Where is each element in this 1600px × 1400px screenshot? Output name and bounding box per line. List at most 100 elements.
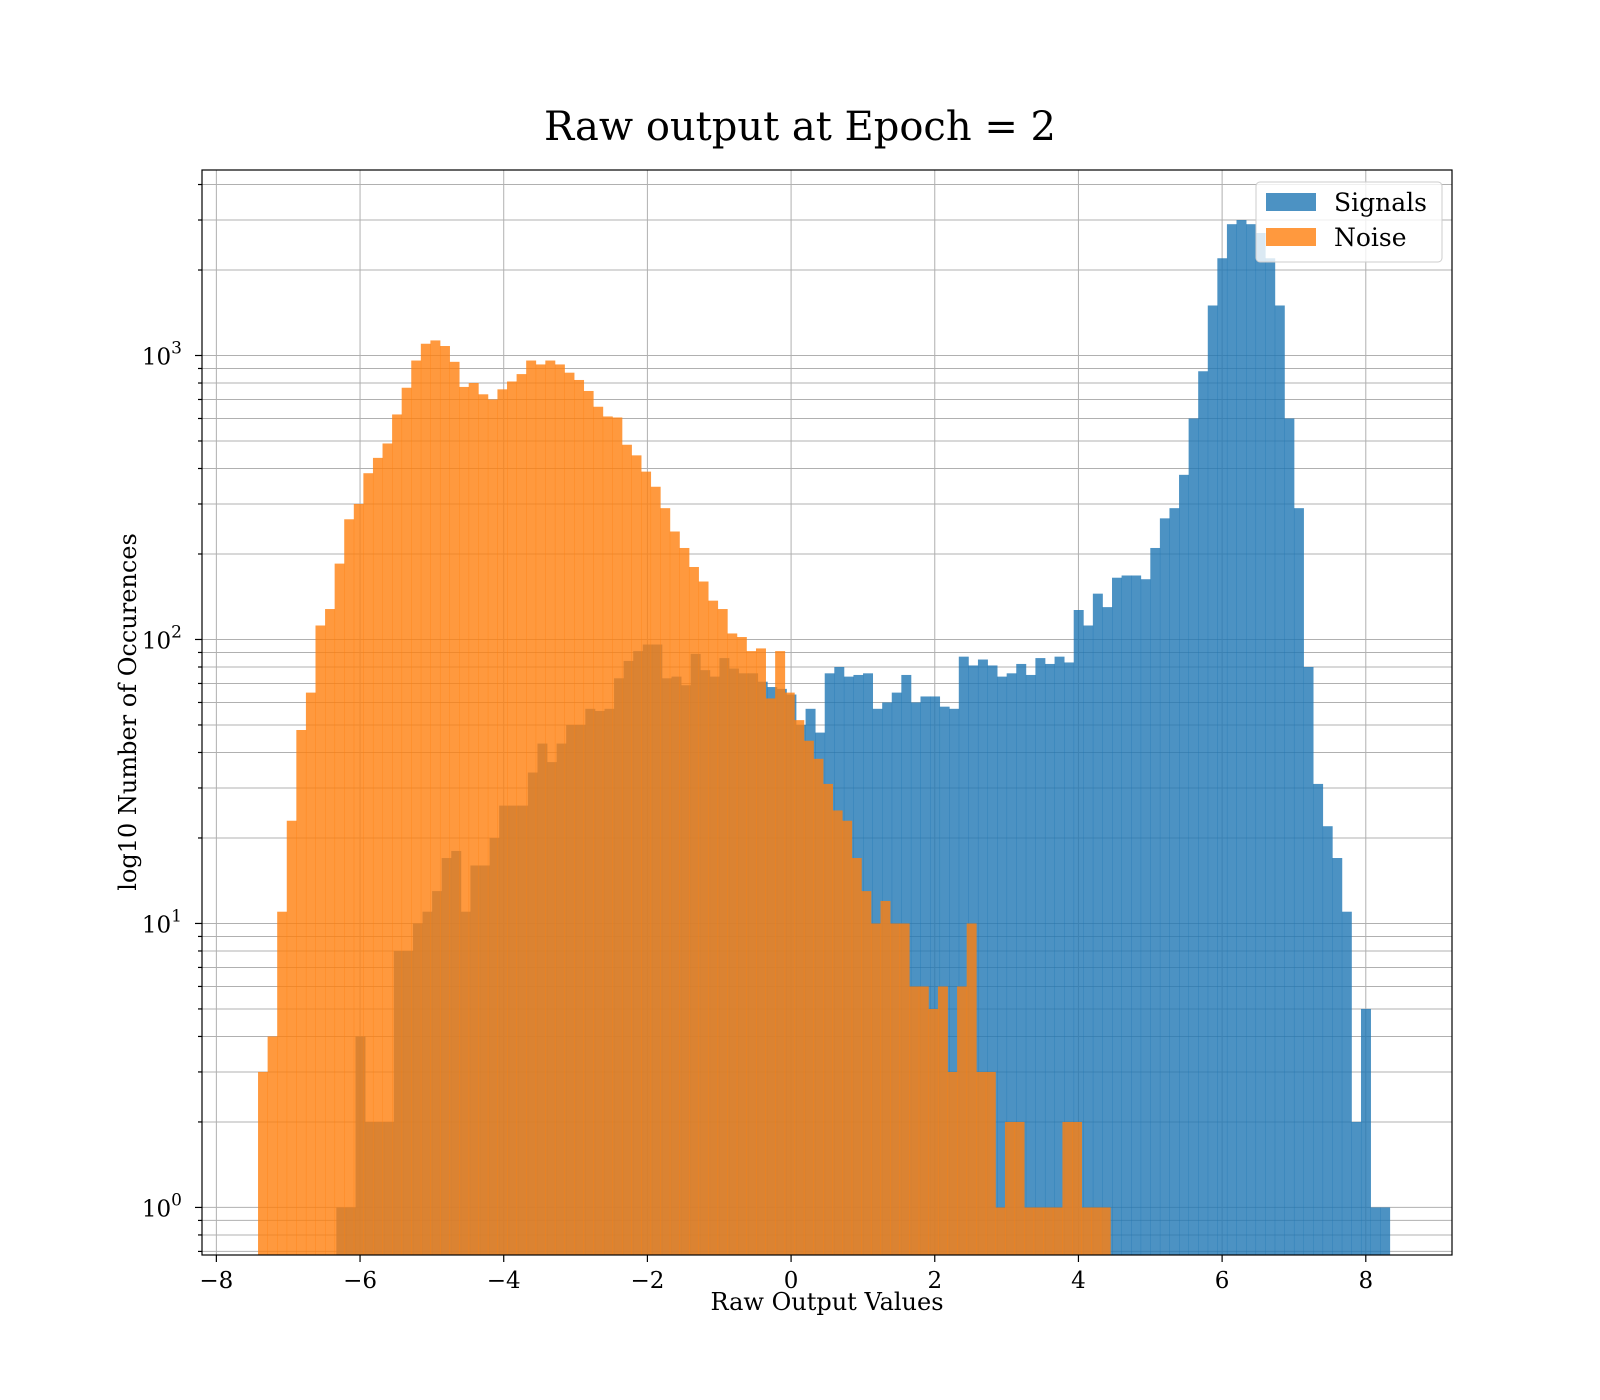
bar-noise [1024, 1207, 1035, 1255]
bar-noise [277, 911, 288, 1255]
bar-signals [997, 676, 1008, 1255]
bar-signals [1044, 663, 1055, 1255]
bar-signals [958, 656, 969, 1255]
bar-signals [1198, 371, 1209, 1255]
bar-signals [1293, 508, 1304, 1255]
bar-noise [813, 758, 824, 1255]
bar-signals [1303, 666, 1314, 1255]
bar-signals [1064, 662, 1075, 1255]
y-tick-label: 103 [142, 338, 182, 370]
bar-signals [1025, 674, 1036, 1255]
bar-noise [688, 566, 699, 1255]
bar-signals [1226, 224, 1237, 1255]
bar-noise [401, 387, 412, 1255]
bar-noise [957, 986, 968, 1255]
bar-noise [928, 1008, 939, 1255]
bar-signals [1332, 858, 1343, 1255]
bar-noise [861, 891, 872, 1255]
bar-noise [842, 820, 853, 1255]
legend-swatch-signals [1266, 193, 1316, 211]
bar-signals [1236, 220, 1247, 1256]
bar-signals [1265, 258, 1276, 1255]
x-tick-label: 0 [784, 1268, 799, 1294]
bar-signals [1274, 305, 1285, 1256]
x-tick-label: 2 [927, 1268, 942, 1294]
bar-noise [1072, 1121, 1082, 1255]
bar-noise [698, 581, 709, 1255]
bar-signals [1188, 418, 1199, 1255]
bar-signals [1351, 1121, 1362, 1255]
x-axis-label: Raw Output Values [710, 1288, 943, 1316]
bar-noise [736, 637, 747, 1255]
bar-signals [1083, 625, 1094, 1255]
bar-noise [765, 698, 776, 1255]
bar-noise [1091, 1207, 1102, 1255]
histogram-bars [258, 220, 1391, 1256]
bar-noise [411, 360, 422, 1255]
bar-noise [669, 531, 680, 1255]
bar-signals [1112, 577, 1122, 1255]
bar-signals [1150, 547, 1161, 1255]
x-tick-label: −6 [343, 1268, 377, 1294]
bar-noise [439, 346, 450, 1255]
bar-noise [612, 417, 623, 1256]
bar-signals [1169, 508, 1180, 1255]
bar-noise [325, 609, 336, 1255]
legend: Signals Noise [1255, 181, 1443, 263]
bar-noise [430, 340, 441, 1255]
bar-signals [949, 708, 960, 1255]
bar-noise [679, 547, 690, 1255]
series-noise-bars [258, 340, 1111, 1256]
bar-noise [1043, 1207, 1054, 1255]
bar-noise [344, 519, 355, 1255]
bar-noise [650, 486, 661, 1255]
x-tick-label: −2 [630, 1268, 664, 1294]
bar-signals [1370, 1207, 1381, 1255]
bar-signals [939, 706, 950, 1255]
bar-signals [1360, 1008, 1371, 1255]
bar-noise [641, 471, 652, 1255]
bar-noise [985, 1071, 996, 1255]
plot-frame [201, 169, 1453, 1256]
bar-noise [995, 1207, 1006, 1255]
bar-noise [803, 740, 814, 1255]
bar-noise [449, 361, 460, 1256]
bar-noise [516, 374, 527, 1255]
bar-signals [1179, 474, 1190, 1255]
axis-ticks: −8 −6 −4 −2 0 2 4 6 8 100 101 102 103 [142, 183, 1373, 1294]
bar-noise [1052, 1207, 1063, 1255]
y-tick-label: 101 [142, 906, 182, 938]
bar-signals [920, 696, 931, 1255]
bar-noise [363, 473, 374, 1255]
bar-signals [1380, 1207, 1391, 1255]
bar-noise [334, 563, 345, 1255]
bar-noise [554, 364, 565, 1256]
bar-noise [784, 692, 795, 1255]
bar-noise [832, 810, 843, 1255]
bar-signals [1246, 224, 1257, 1255]
bar-noise [1100, 1207, 1111, 1255]
bar-noise [392, 414, 403, 1255]
bar-noise [976, 1071, 987, 1255]
bar-noise [353, 503, 364, 1255]
chart-title: Raw output at Epoch = 2 [544, 104, 1056, 150]
bar-signals [1121, 575, 1132, 1255]
x-tick-label: 6 [1215, 1268, 1230, 1294]
bar-noise [899, 923, 910, 1255]
bar-noise [296, 729, 307, 1255]
legend-label-signals: Signals [1334, 188, 1427, 217]
bar-noise [545, 360, 556, 1255]
bar-noise [717, 609, 728, 1255]
bar-noise [1081, 1207, 1092, 1255]
bar-noise [258, 1071, 269, 1255]
bar-signals [1092, 593, 1103, 1255]
x-tick-label: 4 [1071, 1268, 1086, 1294]
bar-noise [602, 416, 613, 1255]
bar-noise [708, 600, 719, 1255]
bar-noise [660, 508, 671, 1255]
bar-signals [1217, 258, 1228, 1255]
bar-signals [1006, 673, 1017, 1255]
bar-noise [918, 986, 929, 1255]
bar-noise [755, 648, 766, 1255]
